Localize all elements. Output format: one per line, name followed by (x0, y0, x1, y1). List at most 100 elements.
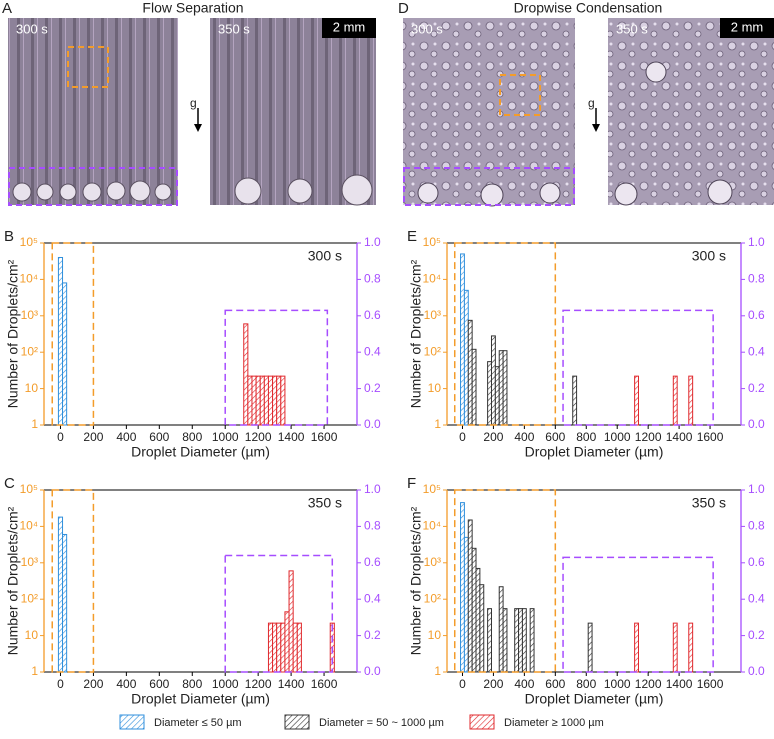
droplets (12, 174, 373, 206)
y-tick-label: 10⁴ (422, 519, 441, 533)
bar (487, 608, 492, 673)
bar (672, 375, 678, 426)
bar (672, 622, 678, 673)
y2-tick-label: 0.6 (364, 555, 381, 569)
x-tick-label: 0 (459, 430, 466, 444)
y-axis-label: Number of Droplets/cm² (408, 506, 424, 655)
x-tick-label: 1400 (278, 677, 305, 691)
x-axis-label: Droplet Diameter (µm) (131, 444, 270, 460)
y-tick-label: 10⁵ (423, 482, 441, 496)
bar (272, 622, 278, 673)
scale-bar (720, 18, 774, 38)
bar (521, 608, 527, 673)
y-tick-label: 1 (31, 417, 38, 431)
bar (251, 375, 257, 426)
x-tick-label: 0 (459, 677, 466, 691)
x-axis-label: Droplet Diameter (µm) (525, 444, 664, 460)
bar (284, 611, 290, 673)
y-tick-label: 10⁵ (423, 235, 441, 249)
legend-swatch (119, 714, 145, 730)
bar (634, 622, 639, 673)
y2-tick-label: 0.4 (748, 344, 765, 358)
y2-tick-label: 0.4 (748, 591, 765, 605)
highlight-box (51, 242, 95, 426)
x-tick-label: 1000 (604, 430, 631, 444)
y2-tick-label: 1.0 (364, 235, 381, 249)
photo (210, 18, 376, 205)
highlight-box (224, 309, 329, 426)
bar (634, 375, 639, 426)
y-tick-label: 10² (424, 344, 441, 358)
panel-letter: E (407, 228, 417, 245)
bar (514, 608, 520, 673)
x-tick-label: 600 (545, 677, 565, 691)
y2-tick-label: 0.8 (748, 519, 765, 533)
panel-letter: F (407, 475, 416, 492)
x-tick-label: 600 (149, 430, 169, 444)
bar (471, 547, 477, 673)
x-tick-label: 1600 (697, 430, 724, 444)
x-tick-label: 1200 (635, 430, 662, 444)
y2-tick-label: 0.2 (748, 628, 765, 642)
y-tick-label: 10⁵ (20, 235, 38, 249)
bar (518, 608, 523, 673)
y2-tick-label: 0.6 (748, 308, 765, 322)
y2-tick-label: 0.2 (748, 381, 765, 395)
highlight-box (453, 242, 557, 426)
time-label: 300 s (308, 248, 342, 264)
highlight-box (51, 489, 95, 673)
y-tick-label: 10³ (424, 308, 441, 322)
x-axis-label: Droplet Diameter (µm) (525, 691, 664, 707)
gravity-label: g (588, 96, 595, 110)
bar (280, 375, 286, 426)
panel-letter: B (4, 228, 14, 245)
x-tick-label: 400 (116, 677, 136, 691)
x-tick-label: 1000 (604, 677, 631, 691)
bar (572, 375, 578, 426)
y-tick-label: 10² (424, 591, 441, 605)
y-tick-label: 10² (21, 344, 38, 358)
legend-label: Diameter = 50 ~ 1000 µm (319, 717, 444, 729)
x-tick-label: 800 (182, 430, 202, 444)
legend-swatch (469, 714, 495, 730)
y2-tick-label: 0.0 (748, 664, 765, 678)
bar (502, 350, 508, 426)
bar (498, 586, 504, 673)
time-label: 350 s (218, 21, 250, 36)
time-label: 300 s (16, 21, 48, 36)
bar (57, 256, 64, 426)
x-tick-label: 1200 (245, 677, 272, 691)
time-label: 350 s (616, 21, 648, 36)
y-tick-label: 10 (25, 628, 39, 642)
bar (688, 622, 694, 673)
bar (460, 253, 465, 426)
y-tick-label: 10⁴ (19, 519, 38, 533)
bar (263, 375, 269, 426)
bar (494, 366, 500, 426)
bar (479, 584, 485, 673)
bar (460, 502, 465, 673)
bar (529, 608, 535, 673)
bar (276, 622, 282, 673)
legend-label: Diameter ≥ 1000 µm (504, 717, 604, 729)
zoom-box (67, 46, 109, 88)
bar (276, 375, 282, 426)
photo (608, 18, 774, 205)
x-tick-label: 1400 (666, 430, 693, 444)
bar (463, 289, 469, 426)
y-tick-label: 10 (25, 381, 39, 395)
bar (498, 350, 504, 426)
panel-letter: D (398, 0, 409, 17)
x-tick-label: 400 (514, 430, 534, 444)
y2-tick-label: 0.2 (364, 628, 381, 642)
x-tick-label: 800 (576, 430, 596, 444)
y-tick-label: 10³ (21, 555, 38, 569)
x-tick-label: 600 (545, 430, 565, 444)
bar (471, 348, 477, 426)
gravity-arrow-head (592, 124, 600, 132)
bar (467, 519, 473, 673)
bar (57, 516, 64, 673)
x-tick-label: 600 (149, 677, 169, 691)
x-tick-label: 1600 (311, 677, 338, 691)
y2-tick-label: 0.0 (364, 417, 381, 431)
